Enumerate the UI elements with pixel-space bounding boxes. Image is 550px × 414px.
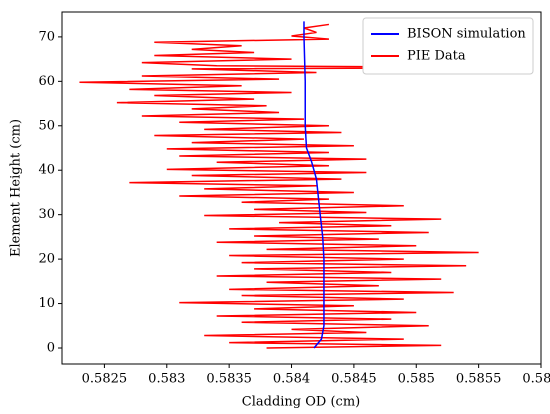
y-tick-label: 50 — [38, 118, 55, 133]
y-tick-label: 0 — [47, 341, 55, 356]
x-tick-label: 0.584 — [273, 372, 310, 387]
y-tick-label: 10 — [38, 296, 55, 311]
x-tick-label: 0.5835 — [206, 372, 252, 387]
x-tick-label: 0.585 — [398, 372, 435, 387]
legend-label: PIE Data — [407, 49, 466, 64]
y-tick-label: 30 — [38, 207, 55, 222]
y-tick-label: 20 — [38, 252, 55, 267]
legend: BISON simulation PIE Data — [362, 17, 534, 75]
legend-box — [362, 17, 534, 75]
data-line — [303, 21, 325, 349]
x-axis-label: Cladding OD (cm) — [242, 395, 360, 410]
x-tick-label: 0.583 — [148, 372, 185, 387]
plot-frame — [61, 11, 542, 365]
y-tick-label: 40 — [38, 163, 55, 178]
y-tick-label: 60 — [38, 74, 55, 89]
x-tick-label: 0.5855 — [456, 372, 502, 387]
y-axis-label: Element Height (cm) — [9, 119, 24, 257]
legend-label: BISON simulation — [407, 27, 526, 42]
x-tick-label: 0.5825 — [82, 372, 128, 387]
x-tick-label: 0.5845 — [331, 372, 377, 387]
x-tick-label: 0.586 — [522, 372, 550, 387]
y-tick-label: 70 — [38, 29, 55, 44]
